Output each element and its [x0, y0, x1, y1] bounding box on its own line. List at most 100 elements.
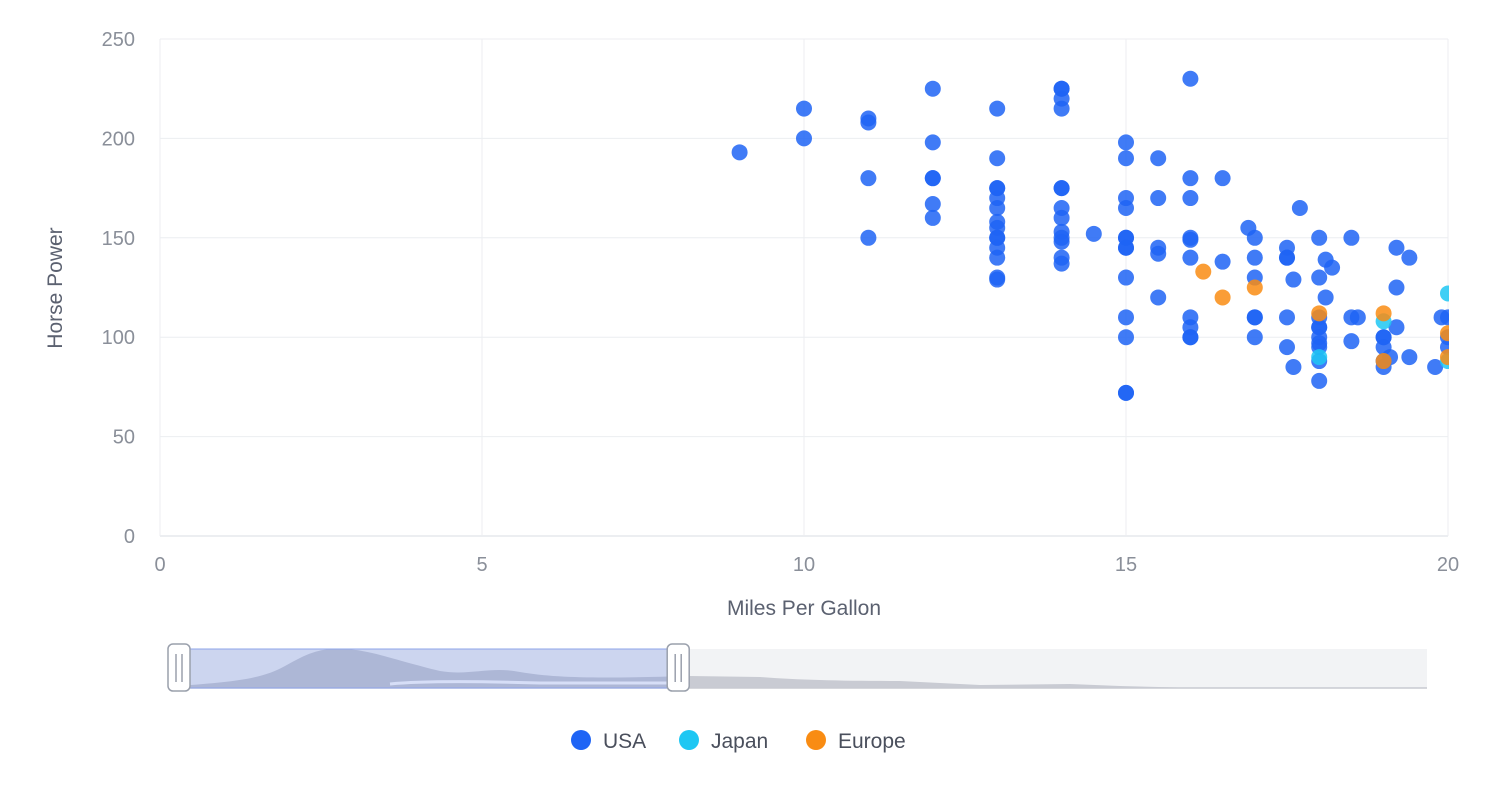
scatter-point-usa[interactable] [1118, 134, 1134, 151]
scatter-point-usa[interactable] [1388, 319, 1405, 336]
scatter-point-usa[interactable] [1118, 269, 1134, 286]
legend-label: Europe [838, 730, 906, 753]
scatter-point-usa[interactable] [1053, 233, 1070, 250]
scatter-point-usa[interactable] [1246, 329, 1263, 346]
scatter-point-usa[interactable] [1053, 180, 1070, 197]
scatter-point-usa[interactable] [1118, 329, 1134, 346]
scatter-point-usa[interactable] [1317, 289, 1334, 306]
scatter-point-usa[interactable] [924, 80, 941, 97]
x-tick-label: 0 [154, 554, 165, 576]
scatter-point-usa[interactable] [989, 150, 1006, 167]
scatter-point-usa[interactable] [1118, 384, 1134, 401]
scatter-point-usa[interactable] [1401, 249, 1418, 266]
scatter-point-europe[interactable] [1440, 325, 1456, 342]
scatter-point-usa[interactable] [1150, 150, 1167, 167]
y-tick-label: 250 [102, 29, 135, 51]
scatter-point-usa[interactable] [1150, 289, 1167, 306]
scatter-point-usa[interactable] [1053, 100, 1070, 117]
scatter-point-usa[interactable] [1214, 170, 1231, 187]
scatter-point-usa[interactable] [1427, 359, 1444, 376]
scatter-point-europe[interactable] [1214, 289, 1231, 306]
scatter-point-usa[interactable] [1118, 199, 1134, 216]
scatter-point-usa[interactable] [1311, 229, 1328, 246]
scatter-point-usa[interactable] [1182, 170, 1199, 187]
scatter-point-usa[interactable] [1246, 309, 1263, 326]
scatter-point-europe[interactable] [1440, 349, 1456, 366]
scatter-point-usa[interactable] [924, 196, 941, 213]
scatter-point-usa[interactable] [1279, 339, 1295, 356]
y-tick-label: 150 [102, 228, 135, 250]
scatter-point-usa[interactable] [1246, 249, 1263, 266]
scatter-point-japan[interactable] [1440, 285, 1456, 302]
scatter-point-usa[interactable] [860, 170, 877, 187]
scatter-point-europe[interactable] [1246, 279, 1263, 296]
scatter-point-japan[interactable] [1311, 349, 1328, 366]
scatter-point-europe[interactable] [1375, 305, 1392, 322]
data-zoom-slider[interactable] [167, 643, 1427, 692]
scatter-point-usa[interactable] [1246, 229, 1263, 246]
scatter-point-usa[interactable] [1279, 249, 1295, 266]
scatter-point-usa[interactable] [1182, 329, 1199, 346]
scatter-point-usa[interactable] [1285, 359, 1302, 376]
scatter-point-usa[interactable] [1182, 231, 1199, 248]
scatter-point-usa[interactable] [989, 100, 1006, 117]
scatter-point-usa[interactable] [1285, 271, 1302, 288]
scatter-point-usa[interactable] [1388, 279, 1405, 296]
scatter-point-usa[interactable] [1053, 209, 1070, 226]
scatter-point-usa[interactable] [1182, 190, 1199, 207]
y-tick-label: 200 [102, 128, 135, 150]
legend-item-japan[interactable]: Japan [679, 730, 768, 753]
scatter-point-usa[interactable] [1343, 333, 1360, 350]
scatter-point-usa[interactable] [1150, 190, 1167, 207]
y-axis-title: Horse Power [44, 227, 67, 348]
scatter-point-usa[interactable] [1053, 255, 1070, 272]
scatter-point-usa[interactable] [1343, 229, 1360, 246]
scatter-point-usa[interactable] [924, 209, 941, 226]
scatter-point-usa[interactable] [1118, 309, 1134, 326]
scatter-point-usa[interactable] [1311, 372, 1328, 389]
scatter-point-usa[interactable] [1118, 239, 1134, 256]
zoom-handle-right[interactable] [666, 643, 690, 692]
scatter-point-europe[interactable] [1375, 353, 1392, 370]
scatter-point-usa[interactable] [1118, 150, 1134, 167]
scatter-point-usa[interactable] [989, 249, 1006, 266]
scatter-point-usa[interactable] [1150, 245, 1167, 262]
scatter-point-usa[interactable] [1349, 309, 1366, 326]
scatter-point-usa[interactable] [1279, 309, 1295, 326]
scatter-point-usa[interactable] [1311, 269, 1328, 286]
x-tick-label: 5 [476, 554, 487, 576]
x-tick-label: 20 [1437, 554, 1459, 576]
scatter-point-usa[interactable] [1085, 225, 1102, 242]
zoom-handle-left[interactable] [167, 643, 191, 692]
legend-label: Japan [711, 730, 768, 753]
scatter-point-usa[interactable] [796, 130, 812, 147]
scatter-point-usa[interactable] [796, 100, 812, 117]
scatter-point-europe[interactable] [1311, 305, 1328, 322]
x-axis-title: Miles Per Gallon [727, 597, 881, 620]
scatter-point-usa[interactable] [924, 134, 941, 151]
scatter-point-usa[interactable] [1401, 349, 1418, 366]
legend-marker [571, 730, 591, 750]
scatter-point-usa[interactable] [1388, 239, 1405, 256]
scatter-point-usa[interactable] [924, 170, 941, 187]
axis-tick-labels: 0 50 100 150 200 250 0 5 10 15 20 [102, 29, 1460, 576]
scatter-point-usa[interactable] [1291, 199, 1308, 216]
scatter-point-usa[interactable] [1324, 259, 1341, 276]
scatter-point-usa[interactable] [1214, 253, 1231, 270]
y-tick-label: 0 [124, 526, 135, 548]
scatter-point-usa[interactable] [989, 199, 1006, 216]
scatter-point-usa[interactable] [860, 114, 877, 131]
legend-item-usa[interactable]: USA [571, 730, 646, 753]
scatter-point-europe[interactable] [1195, 263, 1212, 280]
scatter-point-usa[interactable] [731, 144, 748, 161]
scatter-point-usa[interactable] [989, 271, 1006, 288]
data-points [731, 70, 1456, 401]
legend-item-europe[interactable]: Europe [806, 730, 906, 753]
scatter-point-usa[interactable] [1440, 309, 1456, 326]
scatter-point-usa[interactable] [860, 229, 877, 246]
scatter-point-usa[interactable] [1182, 249, 1199, 266]
zoom-selection[interactable] [178, 648, 679, 689]
scatter-point-usa[interactable] [1182, 70, 1199, 87]
